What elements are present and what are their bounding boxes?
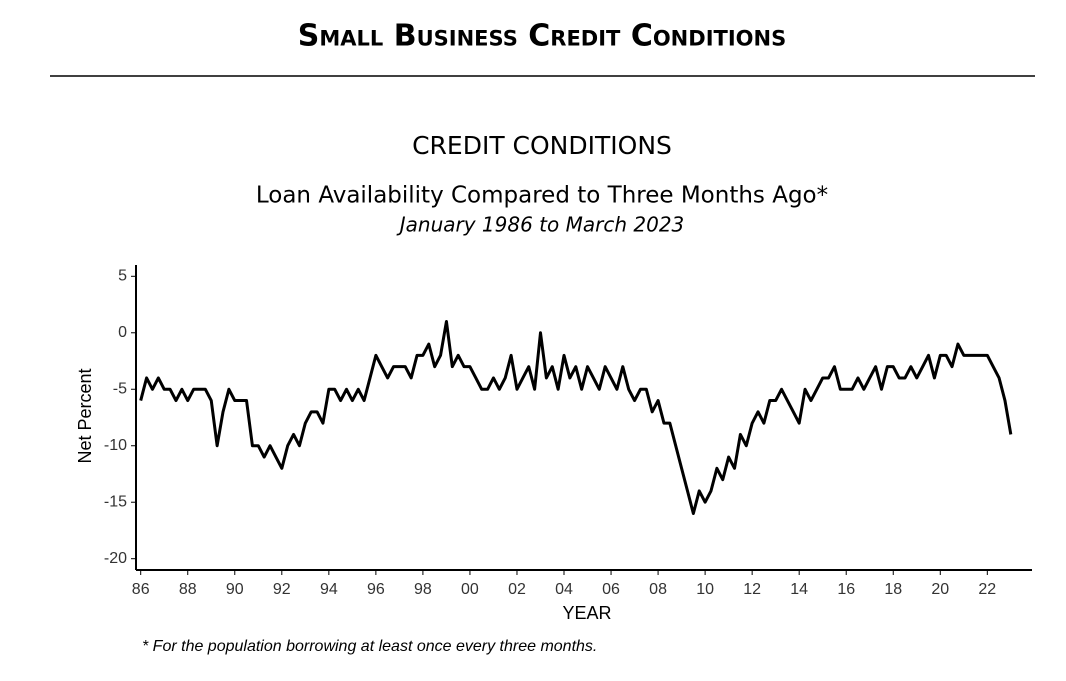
- x-tick-label: 90: [226, 581, 244, 598]
- x-tick-label: 88: [179, 581, 197, 598]
- chart-title: CREDIT CONDITIONS: [412, 131, 672, 160]
- y-tick-label: -20: [104, 550, 127, 567]
- x-tick-label: 20: [931, 581, 949, 598]
- x-tick-label: 96: [367, 581, 385, 598]
- x-tick-label: 86: [132, 581, 150, 598]
- x-tick-label: 94: [320, 581, 338, 598]
- y-tick-label: -10: [104, 437, 127, 454]
- y-tick-label: -15: [104, 493, 127, 510]
- footnote: * For the population borrowing at least …: [142, 638, 597, 655]
- x-tick-label: 02: [508, 581, 526, 598]
- x-tick-label: 10: [696, 581, 714, 598]
- x-tick-label: 18: [884, 581, 902, 598]
- data-line: [139, 319, 1013, 516]
- x-axis-label: YEAR: [562, 603, 611, 623]
- x-tick-label: 12: [743, 581, 761, 598]
- x-tick-label: 04: [555, 581, 573, 598]
- x-tick-label: 06: [602, 581, 620, 598]
- y-tick-label: -5: [113, 380, 127, 397]
- x-tick-label: 00: [461, 581, 479, 598]
- chart-subtitle: Loan Availability Compared to Three Mont…: [256, 183, 828, 209]
- y-tick-label: 5: [118, 268, 127, 285]
- x-tick-label: 16: [837, 581, 855, 598]
- x-tick-label: 22: [978, 581, 996, 598]
- chart-period: January 1986 to March 2023: [396, 213, 685, 237]
- page-title: Small Business Credit Conditions: [298, 19, 786, 54]
- x-tick-label: 98: [414, 581, 432, 598]
- x-tick-label: 08: [649, 581, 667, 598]
- x-tick-label: 14: [790, 581, 808, 598]
- y-axis-label: Net Percent: [75, 368, 95, 463]
- x-tick-label: 92: [273, 581, 291, 598]
- y-tick-label: 0: [118, 324, 127, 341]
